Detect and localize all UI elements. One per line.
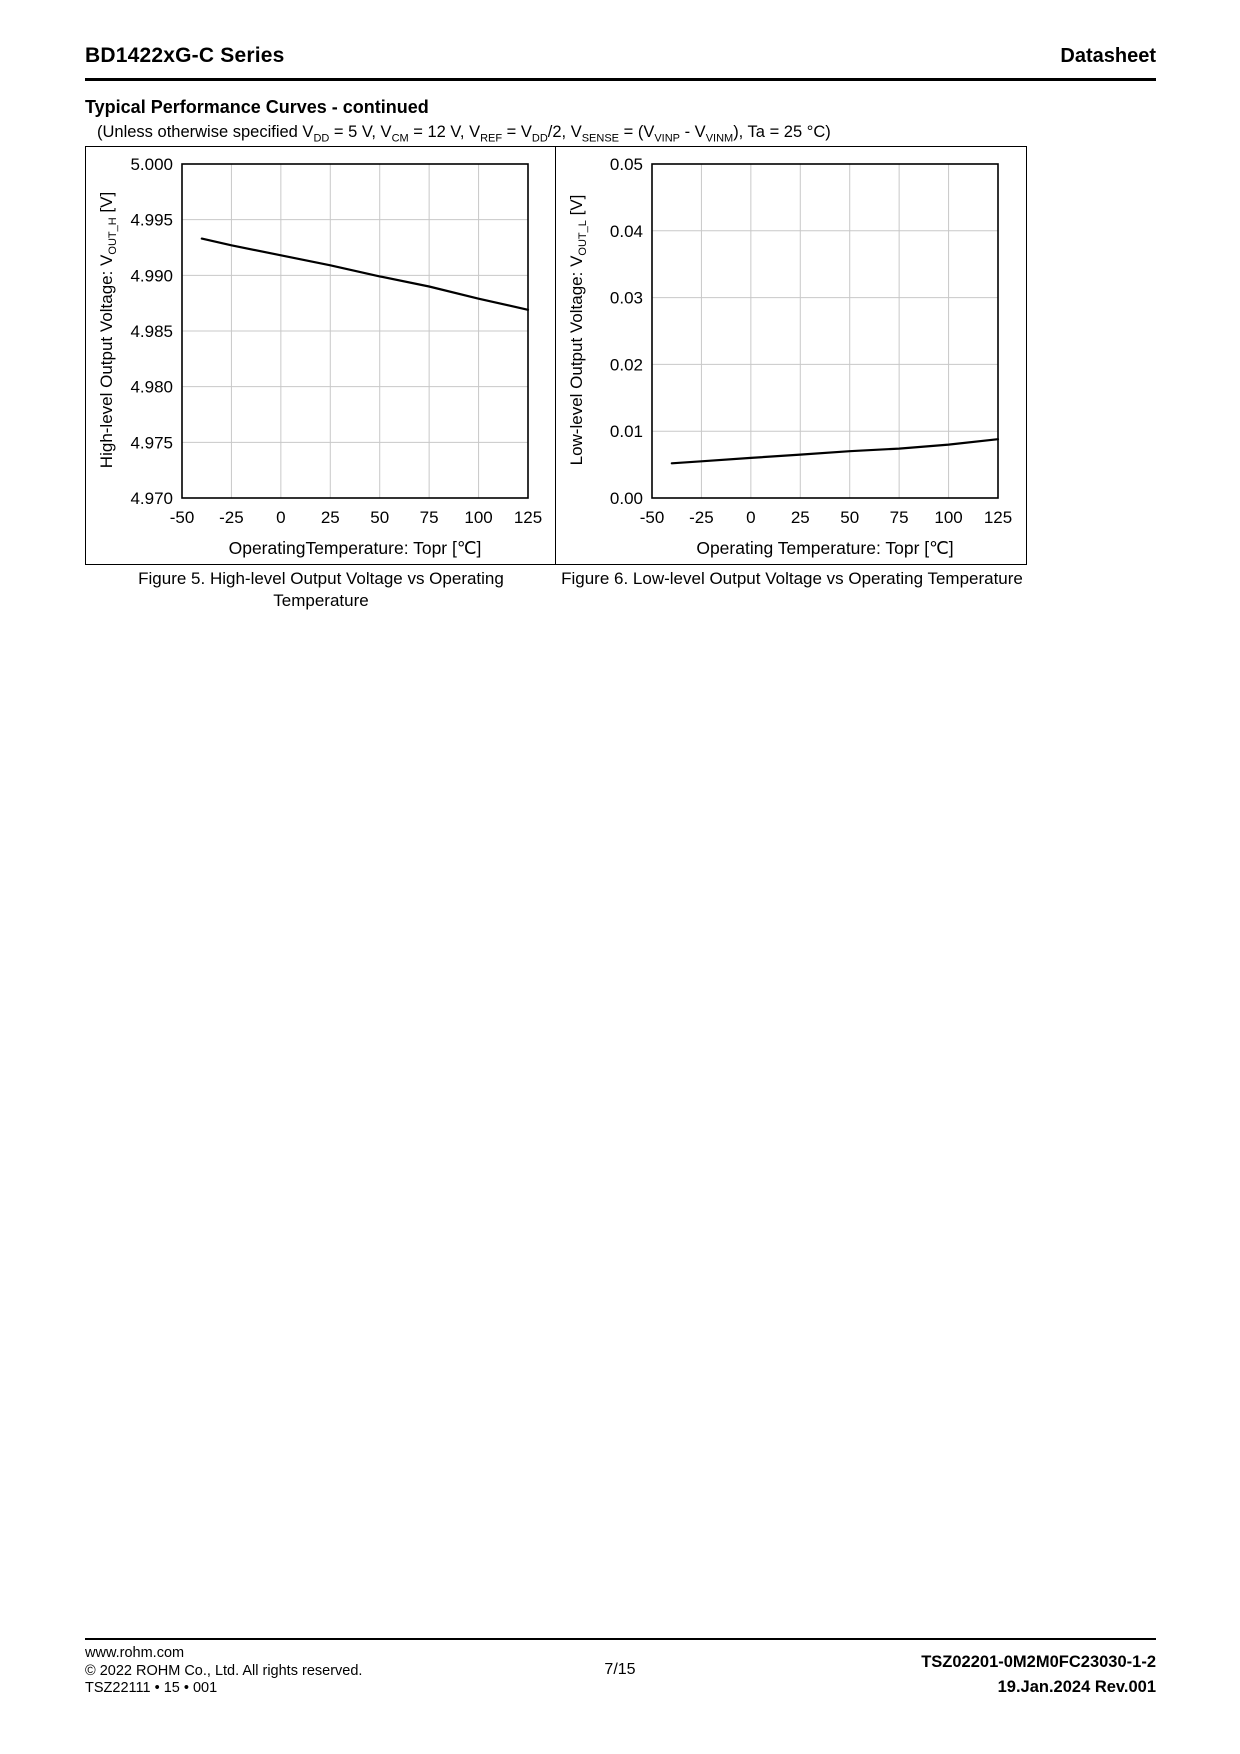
svg-text:4.985: 4.985 [130, 322, 173, 341]
footer-right-block: TSZ02201-0M2M0FC23030-1-2 19.Jan.2024 Re… [921, 1650, 1156, 1700]
footer-url: www.rohm.com [85, 1645, 185, 1661]
svg-text:25: 25 [791, 508, 810, 527]
svg-text:4.990: 4.990 [130, 266, 173, 285]
svg-text:25: 25 [321, 508, 340, 527]
footer-doc-number: TSZ02201-0M2M0FC23030-1-2 [921, 1653, 1156, 1671]
svg-text:125: 125 [984, 508, 1012, 527]
test-conditions-note: (Unless otherwise specified VDD = 5 V, V… [97, 123, 831, 145]
page-header: BD1422xG-C Series Datasheet [85, 44, 1156, 68]
svg-text:125: 125 [514, 508, 542, 527]
svg-text:OperatingTemperature: Topr [℃]: OperatingTemperature: Topr [℃] [229, 538, 482, 558]
figure6-chart: -50 -25 0 25 50 75 100 125 0.05 0.04 0.03 0.02 0.01 0… [610, 155, 1012, 558]
svg-text:0.03: 0.03 [610, 289, 643, 308]
svg-text:4.970: 4.970 [130, 489, 173, 508]
svg-text:4.995: 4.995 [130, 211, 173, 230]
svg-text:0.04: 0.04 [610, 222, 643, 241]
footer-copyright: © 2022 ROHM Co., Ltd. All rights reserve… [85, 1662, 363, 1679]
svg-text:Operating Temperature: Topr [℃: Operating Temperature: Topr [℃] [696, 538, 953, 558]
svg-text:-50: -50 [640, 508, 665, 527]
svg-text:-50: -50 [170, 508, 195, 527]
product-series-title: BD1422xG-C Series [85, 44, 285, 67]
svg-text:50: 50 [840, 508, 859, 527]
svg-text:-25: -25 [689, 508, 714, 527]
svg-text:75: 75 [890, 508, 909, 527]
svg-text:0.05: 0.05 [610, 155, 643, 174]
svg-text:100: 100 [934, 508, 962, 527]
footer-revision: 19.Jan.2024 Rev.001 [997, 1677, 1156, 1696]
figure5-panel: High-level Output Voltage: VOUT_H [V] -5… [85, 146, 557, 565]
footer-rule [85, 1638, 1156, 1640]
svg-text:0.01: 0.01 [610, 422, 643, 441]
section-title: Typical Performance Curves - continued [85, 97, 429, 117]
figures-row: High-level Output Voltage: VOUT_H [V] -5… [85, 146, 1027, 565]
figure5-caption: Figure 5. High-level Output Voltage vs O… [138, 569, 504, 611]
svg-text:50: 50 [370, 508, 389, 527]
document-type-label: Datasheet [1060, 45, 1156, 67]
figure6-panel: Low-level Output Voltage: VOUT_L [V] -50… [555, 146, 1027, 565]
svg-text:0.00: 0.00 [610, 489, 643, 508]
svg-text:5.000: 5.000 [130, 155, 173, 174]
svg-text:75: 75 [420, 508, 439, 527]
header-rule [85, 78, 1156, 81]
svg-text:4.980: 4.980 [130, 378, 173, 397]
page-number: 7/15 [604, 1661, 636, 1678]
svg-text:-25: -25 [219, 508, 244, 527]
figure5-chart: -50 -25 0 25 50 75 100 125 5.000 4.995 4.990 4.985 4… [130, 155, 542, 558]
svg-text:0: 0 [276, 508, 285, 527]
figure6-y-axis-label: Low-level Output Voltage: VOUT_L [V] [566, 194, 590, 466]
figure5-y-axis-label: High-level Output Voltage: VOUT_H [V] [96, 191, 120, 469]
figure6-caption: Figure 6. Low-level Output Voltage vs Op… [561, 569, 1023, 588]
svg-text:0.02: 0.02 [610, 355, 643, 374]
svg-text:100: 100 [464, 508, 492, 527]
svg-text:0: 0 [746, 508, 755, 527]
footer-left-block: www.rohm.com © 2022 ROHM Co., Ltd. All r… [85, 1645, 362, 1698]
footer-doc-code: TSZ22111 • 15 • 001 [85, 1680, 218, 1697]
svg-text:4.975: 4.975 [130, 433, 173, 452]
